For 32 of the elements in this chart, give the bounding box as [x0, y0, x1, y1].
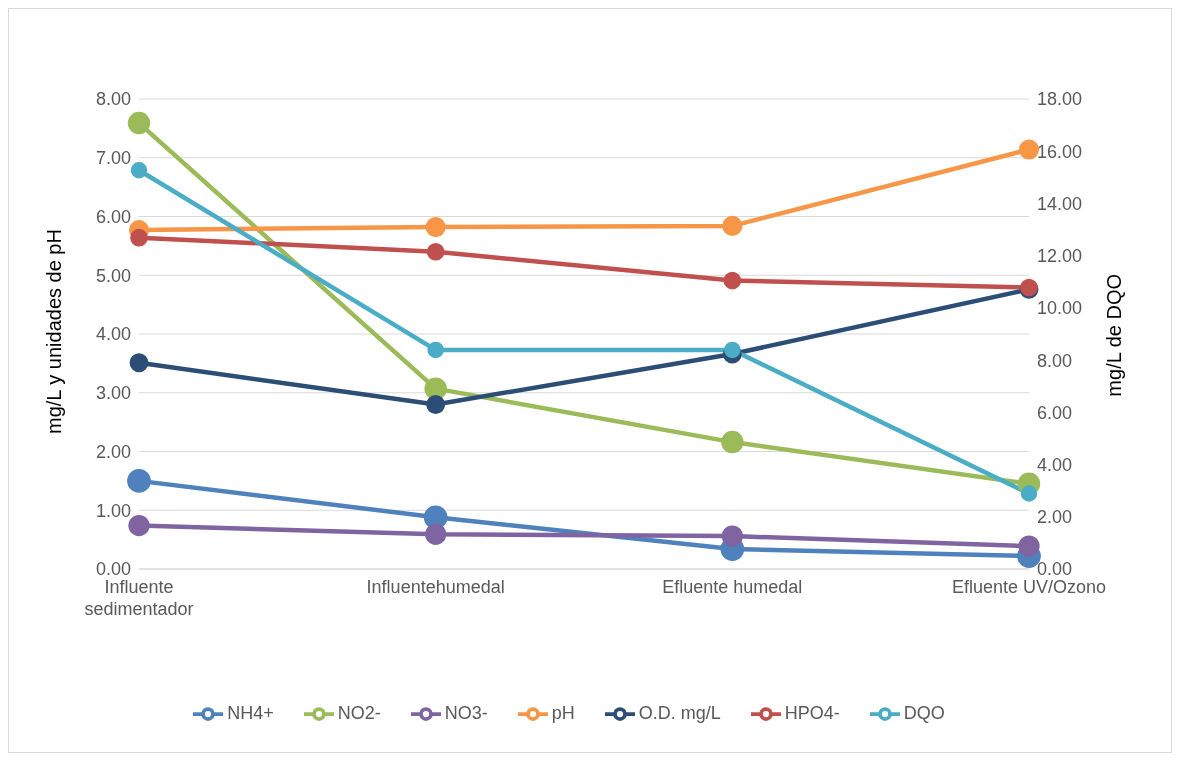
y-axis-title: mg/L y unidades de pH: [43, 229, 66, 434]
x-tick-label: Efluente humedal: [662, 577, 803, 597]
y-tick-label: 2.00: [95, 441, 131, 462]
y-tick-label: 4.00: [95, 324, 131, 345]
y2-tick-label: 0.00: [1037, 559, 1073, 580]
x-tick-label: Influentehumedal: [366, 577, 505, 597]
legend-label: NO3-: [444, 702, 488, 723]
legend-label: pH: [551, 702, 575, 723]
x-tick-label: Influente sedimentador: [84, 577, 194, 619]
y2-tick-label: 2.00: [1037, 507, 1073, 528]
y2-tick-label: 10.00: [1037, 298, 1083, 319]
legend-label: HPO4-: [784, 702, 840, 723]
y2-tick-label: 6.00: [1037, 402, 1073, 423]
y-tick-label: 1.00: [95, 500, 131, 521]
x-tick-label: Efluente UV/Ozono: [951, 577, 1107, 597]
y-tick-label: 7.00: [95, 148, 131, 169]
legend-label: NO2-: [337, 702, 381, 723]
legend-label: NH4+: [227, 702, 274, 723]
y-tick-label: 6.00: [95, 206, 131, 227]
y-tick-label: 5.00: [95, 265, 131, 286]
legend-label: O.D. mg/L: [638, 702, 721, 723]
y2-tick-label: 14.00: [1037, 193, 1083, 214]
y-tick-label: 0.00: [95, 559, 131, 580]
y-tick-label: 8.00: [95, 89, 131, 110]
y2-tick-label: 12.00: [1037, 246, 1083, 267]
y2-tick-label: 16.00: [1037, 141, 1083, 162]
y2-axis-title: mg/L de DQO: [1103, 274, 1126, 397]
legend-label: DQO: [903, 702, 945, 723]
y2-tick-label: 18.00: [1037, 89, 1083, 110]
y-tick-label: 3.00: [95, 383, 131, 404]
y2-tick-label: 8.00: [1037, 350, 1073, 371]
y2-tick-label: 4.00: [1037, 454, 1073, 475]
